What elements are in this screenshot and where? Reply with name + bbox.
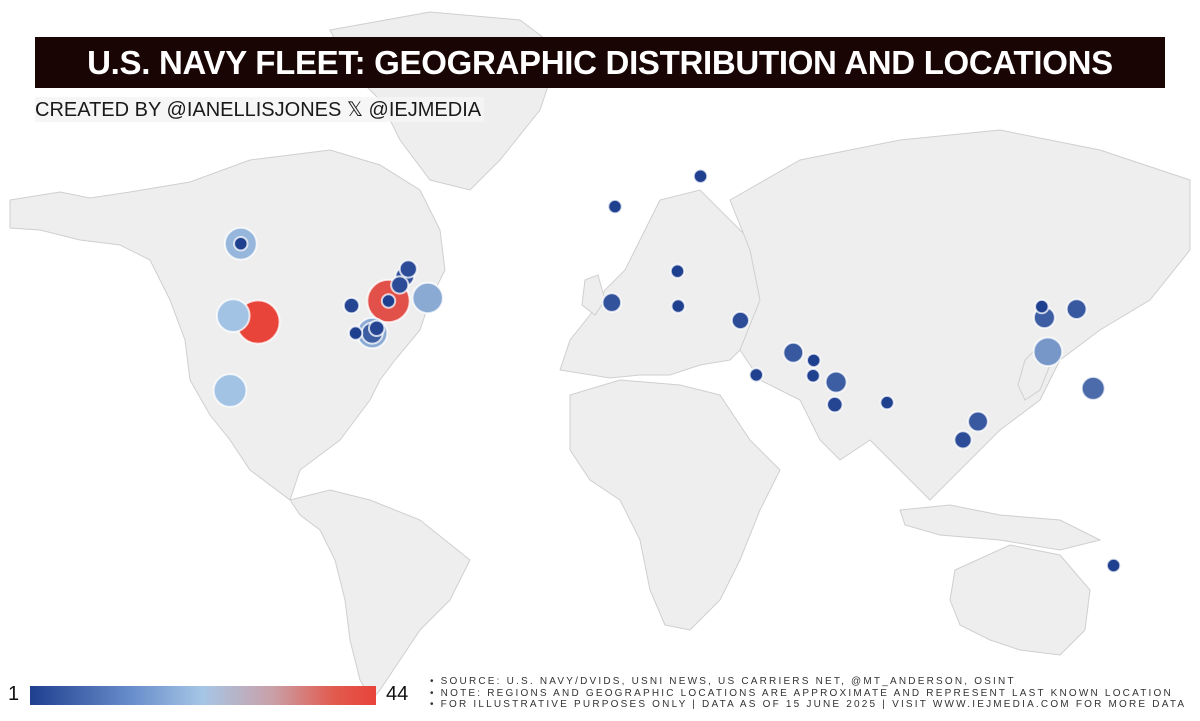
fleet-location-marker[interactable]	[879, 394, 895, 411]
fleet-location-marker[interactable]	[826, 395, 844, 414]
fleet-location-marker[interactable]	[411, 281, 444, 315]
fleet-markers	[212, 168, 1122, 574]
fleet-location-marker[interactable]	[669, 263, 686, 279]
land-australia	[949, 544, 1091, 656]
fleet-location-marker[interactable]	[805, 368, 821, 384]
fleet-location-marker[interactable]	[1080, 375, 1106, 401]
fleet-location-marker[interactable]	[233, 236, 249, 252]
fleet-location-marker[interactable]	[380, 293, 397, 309]
fleet-location-marker[interactable]	[398, 259, 418, 279]
legend-min-label: 1	[8, 683, 20, 705]
fleet-location-marker[interactable]	[782, 341, 805, 364]
fleet-location-marker[interactable]	[1065, 298, 1088, 321]
fleet-location-marker[interactable]	[342, 296, 361, 315]
fleet-location-marker[interactable]	[368, 319, 386, 337]
fleet-location-marker[interactable]	[212, 373, 248, 408]
fleet-location-marker[interactable]	[824, 370, 848, 394]
page-title: U.S. NAVY FLEET: GEOGRAPHIC DISTRIBUTION…	[87, 43, 1113, 81]
fleet-location-marker[interactable]	[215, 298, 251, 334]
land-uk	[581, 274, 606, 316]
land-south-america	[289, 489, 471, 701]
fleet-location-marker[interactable]	[601, 292, 623, 313]
land-africa	[569, 379, 781, 631]
fleet-location-marker[interactable]	[347, 325, 364, 341]
land-indonesia	[899, 504, 1102, 551]
credit-line: CREATED BY @IANELLISJONES 𝕏 @IEJMEDIA	[35, 97, 485, 122]
note-disclaimer: • NOTE: REGIONS AND GEOGRAPHIC LOCATIONS…	[430, 687, 1173, 699]
source-notes: • SOURCE: U.S. NAVY/DVIDS, USNI NEWS, US…	[430, 676, 1186, 711]
fleet-location-marker[interactable]	[953, 430, 973, 450]
legend-max-label: 44	[386, 683, 409, 705]
fleet-location-marker[interactable]	[730, 310, 751, 331]
legend-color-scale	[30, 686, 376, 705]
fleet-location-marker[interactable]	[1034, 298, 1050, 315]
fleet-location-marker[interactable]	[967, 410, 989, 433]
fleet-location-marker[interactable]	[1105, 557, 1122, 574]
fleet-location-marker[interactable]	[670, 298, 686, 314]
fleet-location-marker[interactable]	[390, 275, 410, 295]
fleet-location-marker[interactable]	[1032, 336, 1064, 368]
fleet-location-marker[interactable]	[748, 367, 764, 383]
note-illustrative: • FOR ILLUSTRATIVE PURPOSES ONLY | DATA …	[430, 699, 1187, 710]
fleet-location-marker[interactable]	[806, 352, 822, 369]
note-source: • SOURCE: U.S. NAVY/DVIDS, USNI NEWS, US…	[430, 676, 1016, 687]
fleet-location-marker[interactable]	[607, 198, 623, 215]
fleet-location-marker[interactable]	[692, 168, 709, 184]
title-banner: U.S. NAVY FLEET: GEOGRAPHIC DISTRIBUTION…	[35, 37, 1165, 88]
